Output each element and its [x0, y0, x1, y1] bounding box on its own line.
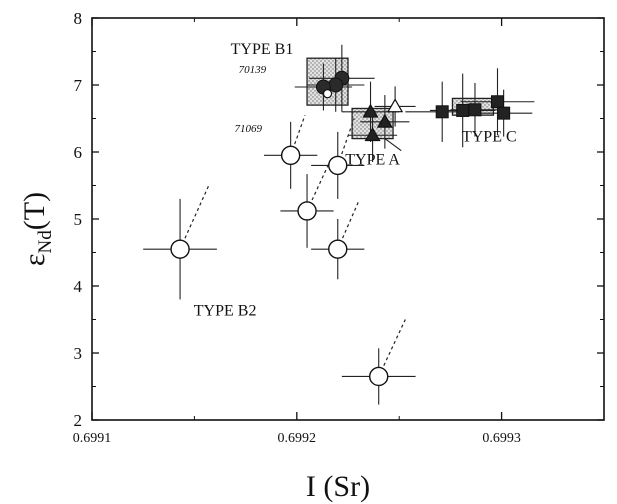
y-tick-label: 2	[74, 411, 83, 430]
point-filled-square	[435, 105, 449, 119]
data-points	[170, 70, 511, 387]
y-tick-label: 5	[74, 210, 83, 229]
x-tick-label: 0.6993	[482, 431, 521, 446]
point-filled-triangle	[364, 127, 381, 142]
y-tick-label: 3	[74, 344, 83, 363]
y-tick-label: 7	[74, 76, 83, 95]
x-tick-label: 0.6992	[278, 431, 317, 446]
y-axis-title: εNd(T)	[18, 192, 56, 266]
y-tick-label: 6	[74, 143, 83, 162]
point-filled-square	[491, 95, 505, 109]
point-open-circle	[328, 155, 348, 176]
y-tick-label: 8	[74, 9, 83, 28]
sample-label: 71069	[234, 123, 262, 135]
point-open-circle	[170, 239, 190, 259]
x-tick-label: 0.6991	[73, 431, 112, 446]
sample-label: 70139	[239, 64, 267, 76]
group-boxes	[306, 57, 495, 140]
point-open-circle	[280, 145, 301, 166]
annotations: TYPE B1 TYPE A TYPE C TYPE B2 70139 71069	[194, 41, 517, 319]
x-axis-title: I (Sr)	[306, 470, 370, 503]
point-filled-square	[497, 106, 511, 120]
point-open-circle	[328, 239, 348, 259]
y-axis-title-tail: (T)	[18, 192, 51, 230]
point-open-small-circle	[322, 89, 333, 99]
group-label: TYPE A	[345, 152, 400, 169]
group-label: TYPE C	[462, 128, 517, 145]
y-axis-title-main: ε	[18, 253, 51, 266]
trend-line	[378, 319, 406, 377]
point-open-triangle	[387, 98, 404, 113]
y-axis-title-sub: Nd	[35, 230, 56, 254]
axes: 2 3 4 5 6 7 8 0.6991 0.6992 0.6993 I (Sr) εNd(T)	[18, 9, 604, 503]
trend-line	[179, 185, 210, 250]
point-open-circle	[369, 366, 389, 387]
group-label: TYPE B1	[231, 41, 294, 58]
point-filled-triangle	[376, 113, 393, 128]
point-open-circle	[297, 201, 317, 221]
point-filled-triangle	[362, 103, 379, 118]
point-filled-square	[468, 103, 482, 117]
y-tick-label: 4	[74, 277, 83, 296]
point-filled-circle	[328, 77, 344, 93]
type-a-pointer	[384, 138, 402, 152]
point-filled-square	[456, 103, 470, 117]
group-label: TYPE B2	[194, 302, 257, 319]
